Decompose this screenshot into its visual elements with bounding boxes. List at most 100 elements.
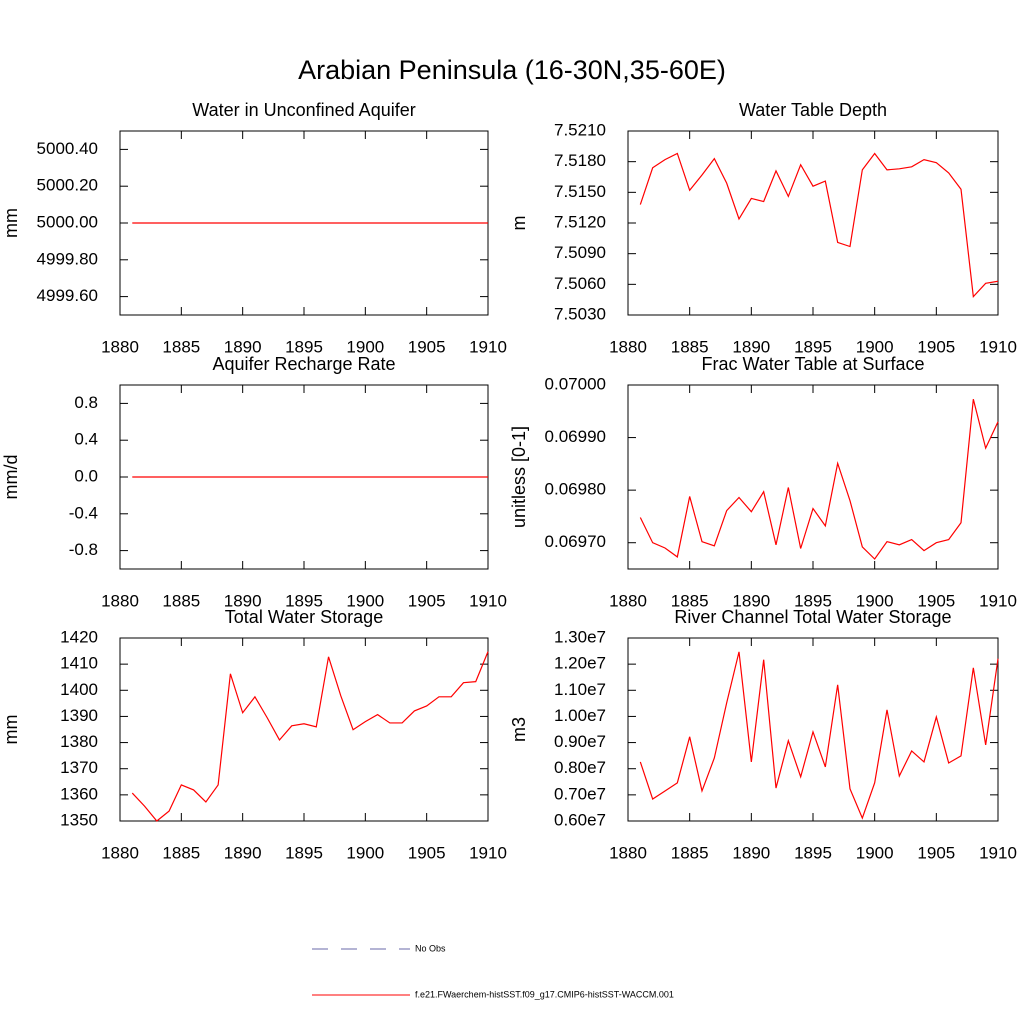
x-tick-label: 1900 [856,337,894,356]
x-tick-label: 1895 [794,843,832,862]
x-tick-label: 1880 [609,591,647,610]
x-tick-label: 1885 [162,337,200,356]
panel-title: River Channel Total Water Storage [674,607,951,627]
y-tick-label: 1.20e7 [554,654,606,673]
y-tick-label: 1.00e7 [554,706,606,725]
y-tick-label: 1.30e7 [554,627,606,646]
plot-frame [119,637,489,822]
x-tick-label: 1910 [979,591,1017,610]
x-tick-label: 1880 [101,591,139,610]
y-tick-label: -0.4 [69,503,98,522]
x-tick-label: 1910 [979,843,1017,862]
x-tick-label: 1905 [917,843,955,862]
panel-title: Water Table Depth [739,100,887,120]
y-tick-label: 0.07000 [545,374,606,393]
x-tick-label: 1900 [346,337,384,356]
x-tick-label: 1905 [408,591,446,610]
y-tick-label: 5000.20 [37,176,98,195]
y-tick-label: 0.90e7 [554,732,606,751]
x-tick-label: 1905 [917,337,955,356]
x-tick-label: 1890 [732,591,770,610]
y-tick-label: 1420 [60,627,98,646]
x-tick-label: 1895 [285,337,323,356]
x-tick-label: 1890 [224,591,262,610]
x-tick-label: 1890 [224,337,262,356]
x-tick-label: 1910 [979,337,1017,356]
x-tick-label: 1880 [609,337,647,356]
x-tick-label: 1900 [856,843,894,862]
x-tick-label: 1880 [101,843,139,862]
x-tick-label: 1895 [794,337,832,356]
x-tick-label: 1900 [346,843,384,862]
x-tick-label: 1900 [856,591,894,610]
panel-title: Water in Unconfined Aquifer [192,100,415,120]
x-tick-label: 1895 [794,591,832,610]
x-tick-label: 1905 [408,843,446,862]
y-tick-label: 7.5210 [554,120,606,139]
panel-title: Frac Water Table at Surface [701,354,924,374]
y-tick-label: -0.8 [69,540,98,559]
x-tick-label: 1885 [671,843,709,862]
x-tick-label: 1880 [101,337,139,356]
legend-label: f.e21.FWaerchem-histSST.f09_g17.CMIP6-hi… [415,989,674,999]
y-tick-label: 7.5030 [554,304,606,323]
x-tick-label: 1885 [671,591,709,610]
data-line [639,399,999,560]
y-tick-label: 0.06990 [545,427,606,446]
y-tick-label: 7.5150 [554,182,606,201]
x-tick-label: 1890 [732,843,770,862]
y-axis-label: mm/d [1,455,21,500]
y-tick-label: 0.80e7 [554,758,606,777]
x-tick-label: 1895 [285,591,323,610]
y-tick-label: 1350 [60,810,98,829]
y-tick-label: 1370 [60,758,98,777]
x-tick-label: 1900 [346,591,384,610]
y-tick-label: 1360 [60,784,98,803]
y-tick-label: 1.10e7 [554,680,606,699]
y-tick-label: 7.5090 [554,243,606,262]
y-tick-label: 4999.60 [37,286,98,305]
figure-title: Arabian Peninsula (16-30N,35-60E) [298,55,726,85]
y-tick-label: 0.0 [74,466,98,485]
x-tick-label: 1910 [469,591,507,610]
y-tick-label: 0.4 [74,430,98,449]
y-axis-label: m [509,216,529,231]
x-tick-label: 1890 [732,337,770,356]
data-line [639,651,999,820]
y-axis-label: mm [1,208,21,238]
x-tick-label: 1885 [671,337,709,356]
y-tick-label: 7.5180 [554,151,606,170]
y-tick-label: 0.8 [74,393,98,412]
data-line [131,651,489,822]
y-tick-label: 1380 [60,732,98,751]
x-tick-label: 1910 [469,337,507,356]
x-tick-label: 1910 [469,843,507,862]
y-tick-label: 5000.00 [37,212,98,231]
data-line [639,152,999,298]
y-axis-label: m3 [509,717,529,742]
x-tick-label: 1890 [224,843,262,862]
x-tick-label: 1885 [162,591,200,610]
y-tick-label: 1400 [60,680,98,699]
plot-frame [627,130,999,316]
panel-title: Aquifer Recharge Rate [212,354,395,374]
y-axis-label: mm [1,715,21,745]
y-tick-label: 1410 [60,654,98,673]
y-tick-label: 5000.40 [37,139,98,158]
y-tick-label: 1390 [60,706,98,725]
x-tick-label: 1905 [408,337,446,356]
y-tick-label: 4999.80 [37,249,98,268]
y-tick-label: 7.5120 [554,212,606,231]
x-tick-label: 1895 [285,843,323,862]
y-tick-label: 7.5060 [554,274,606,293]
y-tick-label: 0.06980 [545,480,606,499]
y-tick-label: 0.06970 [545,532,606,551]
y-axis-label: unitless [0-1] [509,426,529,528]
x-tick-label: 1880 [609,843,647,862]
x-tick-label: 1885 [162,843,200,862]
panel-title: Total Water Storage [225,607,383,627]
plot-frame [627,637,999,822]
x-tick-label: 1905 [917,591,955,610]
y-tick-label: 0.70e7 [554,784,606,803]
legend-label: No Obs [415,943,446,953]
